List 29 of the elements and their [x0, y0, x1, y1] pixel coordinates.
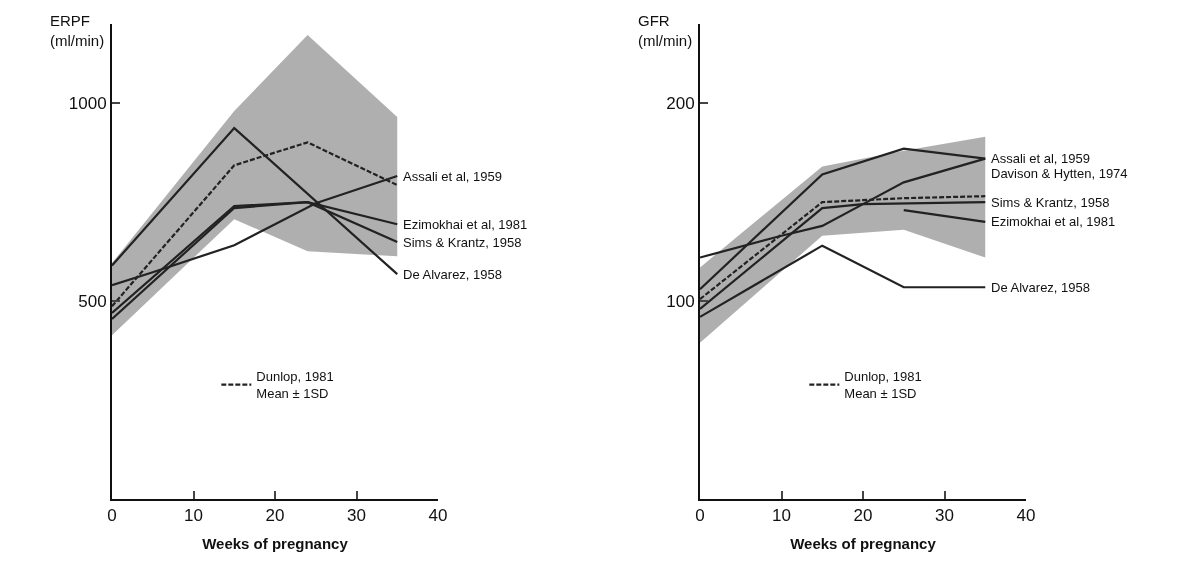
y-tick-label: 500	[78, 292, 107, 312]
x-tick-label: 40	[1016, 506, 1036, 526]
series-label: Ezimokhai et al, 1981	[403, 217, 528, 232]
series-label: Ezimokhai et al, 1981	[991, 214, 1116, 229]
y-tick-label: 100	[666, 292, 695, 312]
x-tick-label: 0	[695, 506, 705, 526]
series-label: Assali et al, 1959	[403, 169, 503, 184]
x-tick-label: 20	[853, 506, 873, 526]
series-label: Assali et al, 1959	[991, 151, 1091, 166]
x-tick-label: 10	[772, 506, 791, 526]
x-tick-label: 10	[184, 506, 203, 526]
y-tick-label: 200	[666, 94, 695, 114]
x-tick-label: 0	[107, 506, 117, 526]
legend-label: Dunlop, 1981 Mean ± 1SD	[844, 369, 922, 402]
x-axis-title: Weeks of pregnancy	[790, 534, 937, 552]
x-tick-label: 30	[935, 506, 954, 526]
series-label: Davison & Hytten, 1974	[991, 166, 1128, 181]
series-label: De Alvarez, 1958	[991, 280, 1091, 295]
y-tick-label: 1000	[68, 94, 107, 114]
y-axis-title: ERPF (ml/min)	[50, 12, 105, 49]
x-axis-title: Weeks of pregnancy	[202, 534, 349, 552]
series-label: Sims & Krantz, 1958	[991, 195, 1110, 210]
series-label: Sims & Krantz, 1958	[403, 235, 522, 250]
x-tick-label: 20	[265, 506, 285, 526]
x-tick-label: 30	[347, 506, 366, 526]
y-axis-title: GFR (ml/min)	[638, 12, 693, 49]
legend-label: Dunlop, 1981 Mean ± 1SD	[256, 369, 334, 402]
series-label: De Alvarez, 1958	[403, 267, 503, 282]
x-tick-label: 40	[428, 506, 448, 526]
